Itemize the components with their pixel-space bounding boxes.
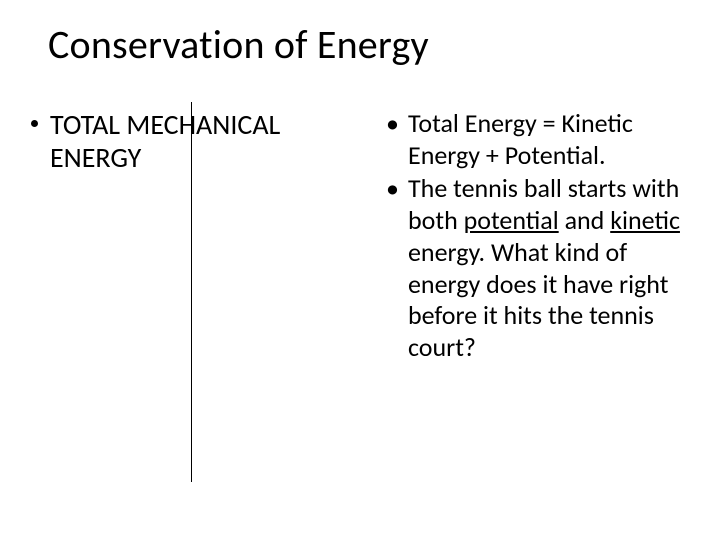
left-list: TOTAL MECHANICAL ENERGY	[28, 108, 308, 174]
text-run: energy. What kind of energy does it have…	[408, 236, 668, 363]
text-underlined: potential	[464, 204, 559, 236]
text-underlined: kinetic	[610, 204, 680, 236]
right-list: Total Energy = Kinetic Energy + Potentia…	[382, 108, 692, 364]
slide: Conservation of Energy TOTAL MECHANICAL …	[0, 0, 720, 540]
vertical-divider	[191, 102, 192, 482]
left-item-text: TOTAL MECHANICAL ENERGY	[50, 107, 280, 175]
text-run: and	[559, 204, 611, 236]
right-column: Total Energy = Kinetic Energy + Potentia…	[382, 108, 692, 366]
right-list-item: The tennis ball starts with both potenti…	[382, 173, 692, 363]
slide-title: Conservation of Energy	[48, 20, 429, 69]
text-run: Total Energy = Kinetic Energy + Potentia…	[408, 107, 633, 171]
right-list-item: Total Energy = Kinetic Energy + Potentia…	[382, 108, 692, 171]
left-column: TOTAL MECHANICAL ENERGY	[28, 108, 308, 174]
left-list-item: TOTAL MECHANICAL ENERGY	[28, 108, 308, 174]
